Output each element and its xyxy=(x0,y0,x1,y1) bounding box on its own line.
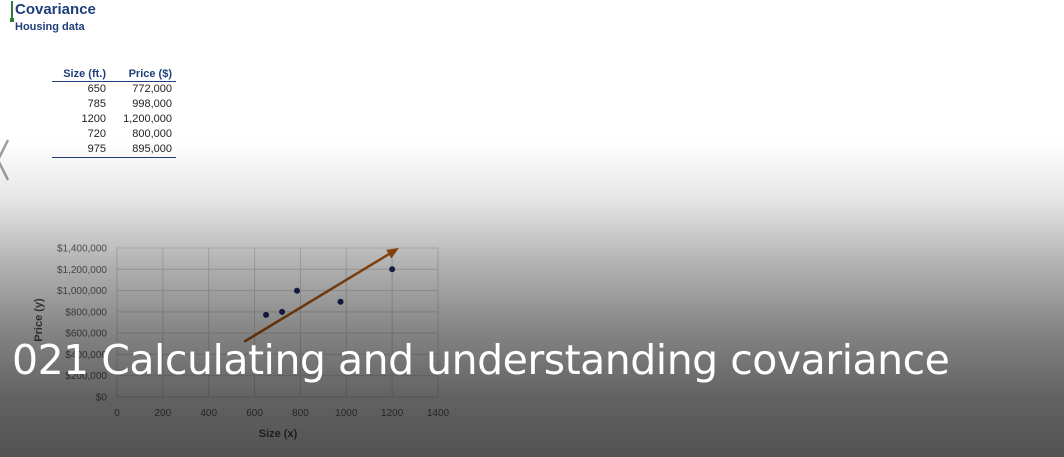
y-tick-label: $1,200,000 xyxy=(57,265,107,276)
y-tick-label: $1,400,000 xyxy=(57,244,107,255)
data-point xyxy=(389,266,396,273)
data-point xyxy=(293,287,300,294)
x-tick-label: 200 xyxy=(155,408,172,419)
x-tick-label: 1200 xyxy=(381,408,404,419)
data-point xyxy=(263,311,270,318)
y-tick-label: $1,000,000 xyxy=(57,286,107,297)
x-axis-label: Size (x) xyxy=(259,428,298,440)
x-tick-label: 1400 xyxy=(427,408,450,419)
x-tick-label: 0 xyxy=(114,408,120,419)
x-tick-label: 1000 xyxy=(335,408,358,419)
x-axis-ticks: 0 200 400 600 800 1000 1200 1400 xyxy=(114,408,449,419)
y-tick-label: $0 xyxy=(96,393,108,404)
data-points xyxy=(263,266,396,318)
previous-chevron-icon[interactable] xyxy=(0,138,14,182)
video-title: 021 Calculating and understanding covari… xyxy=(12,336,950,384)
trend-arrow-shaft xyxy=(243,253,390,343)
x-tick-label: 800 xyxy=(292,408,309,419)
trend-arrow xyxy=(243,248,400,343)
data-point xyxy=(337,298,344,305)
x-tick-label: 600 xyxy=(246,408,263,419)
y-tick-label: $800,000 xyxy=(65,307,107,318)
data-point xyxy=(279,308,286,315)
x-tick-label: 400 xyxy=(200,408,217,419)
